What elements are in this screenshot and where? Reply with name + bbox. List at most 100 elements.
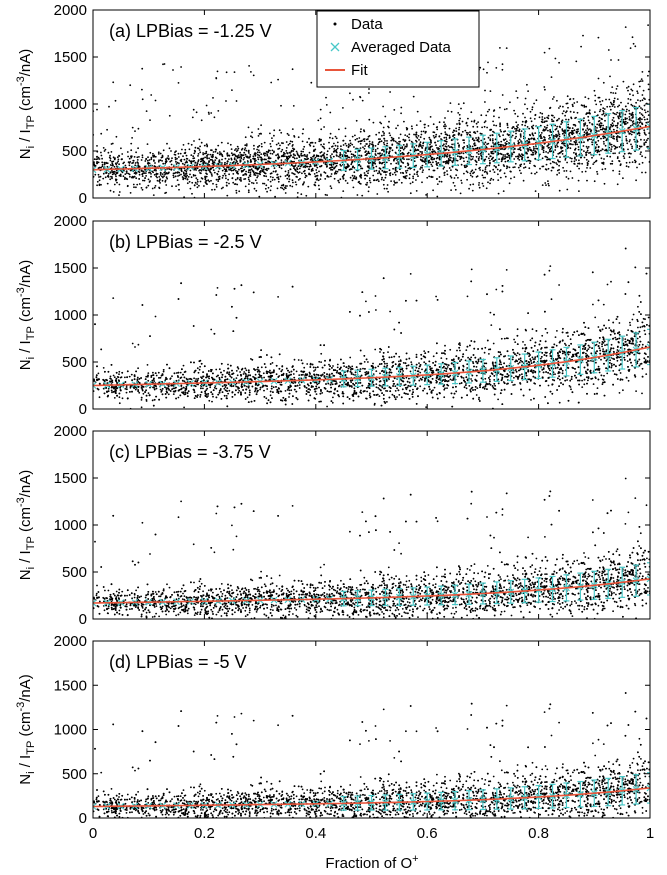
- data-point: [389, 91, 391, 93]
- data-point: [589, 151, 592, 154]
- data-point: [249, 154, 252, 156]
- data-point: [98, 183, 101, 186]
- data-point: [314, 184, 317, 187]
- data-point: [112, 156, 115, 159]
- data-point: [369, 143, 371, 145]
- y-tick-label: 1000: [54, 96, 87, 113]
- data-point: [158, 187, 161, 190]
- data-point: [641, 71, 644, 73]
- data-point: [192, 108, 195, 111]
- data-point: [166, 177, 169, 180]
- data-point: [271, 149, 274, 152]
- data-point: [189, 187, 192, 190]
- data-point: [111, 173, 114, 176]
- data-point: [240, 177, 242, 179]
- data-point: [597, 139, 600, 142]
- data-point: [574, 147, 577, 150]
- data-point: [604, 168, 607, 170]
- data-point: [440, 180, 443, 183]
- data-point: [345, 167, 348, 170]
- data-point: [493, 171, 496, 174]
- data-point: [616, 98, 619, 100]
- data-point: [131, 126, 134, 129]
- data-point: [563, 134, 566, 137]
- data-point: [302, 148, 305, 151]
- data-point: [320, 128, 323, 131]
- data-point: [475, 163, 478, 166]
- data-point: [178, 162, 180, 165]
- data-point: [400, 112, 402, 115]
- data-point: [118, 183, 121, 186]
- data-point: [271, 179, 274, 181]
- data-point: [380, 173, 382, 176]
- data-point: [462, 152, 465, 155]
- data-point: [272, 176, 274, 179]
- data-point: [449, 154, 451, 157]
- data-point: [349, 176, 352, 179]
- data-point: [586, 131, 588, 134]
- data-point: [478, 182, 480, 184]
- data-point: [564, 159, 567, 161]
- data-point: [175, 163, 178, 165]
- data-point: [235, 100, 238, 102]
- data-point: [309, 159, 312, 161]
- y-axis-label-part: N: [17, 148, 34, 159]
- data-point: [551, 98, 554, 100]
- data-point: [569, 110, 572, 113]
- data-point: [546, 124, 549, 127]
- data-point: [499, 129, 502, 131]
- data-point: [419, 141, 422, 144]
- data-point: [148, 159, 151, 161]
- data-point: [198, 184, 200, 187]
- data-point: [639, 121, 642, 123]
- data-point: [335, 148, 338, 151]
- data-point: [452, 181, 455, 184]
- data-point: [369, 161, 372, 164]
- data-point: [245, 173, 248, 176]
- data-point: [549, 148, 551, 151]
- data-point: [429, 116, 432, 118]
- data-point: [470, 158, 472, 161]
- data-point: [535, 171, 538, 174]
- data-point: [358, 180, 360, 183]
- data-point: [137, 164, 140, 166]
- data-point: [534, 172, 536, 175]
- data-point: [211, 160, 214, 162]
- data-point: [614, 124, 617, 127]
- data-point: [413, 168, 416, 171]
- data-point: [572, 105, 574, 108]
- data-point: [446, 155, 449, 158]
- data-point: [555, 155, 558, 158]
- data-point: [438, 121, 441, 124]
- data-point: [522, 179, 525, 182]
- data-point: [244, 185, 247, 188]
- data-point: [196, 180, 199, 183]
- data-point: [443, 136, 446, 139]
- data-point: [458, 155, 461, 158]
- data-point: [291, 128, 294, 131]
- data-point: [628, 109, 630, 112]
- data-point: [546, 145, 549, 148]
- data-point: [628, 156, 631, 159]
- data-point: [632, 94, 634, 97]
- data-point: [507, 154, 510, 157]
- data-point: [646, 118, 649, 121]
- data-point: [259, 156, 261, 159]
- data-point: [349, 92, 351, 95]
- data-point: [501, 158, 504, 161]
- data-point: [458, 128, 460, 131]
- data-point: [512, 126, 515, 128]
- data-point: [419, 143, 421, 146]
- data-point: [445, 125, 447, 127]
- data-point: [559, 105, 562, 108]
- data-point: [313, 173, 316, 175]
- data-point: [225, 168, 228, 171]
- data-point: [150, 94, 153, 96]
- data-point: [647, 83, 650, 86]
- data-point: [542, 147, 545, 150]
- data-point: [532, 146, 535, 148]
- data-point: [371, 162, 374, 165]
- data-point: [369, 177, 371, 180]
- data-point: [508, 182, 511, 185]
- data-point: [485, 155, 488, 158]
